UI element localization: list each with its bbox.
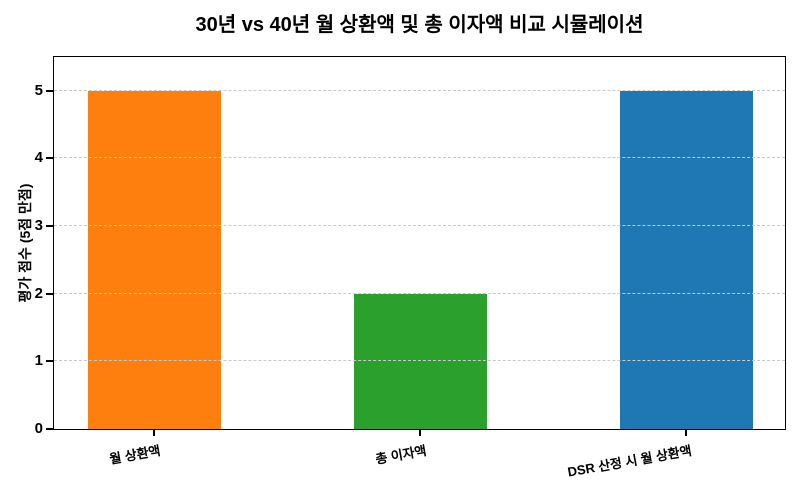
x-tick-label-0: 월 상환액	[107, 442, 162, 467]
gridline-y-5	[54, 90, 785, 91]
y-tick-label-4: 4	[34, 149, 43, 166]
x-tick-mark-1	[419, 430, 421, 436]
y-tick-mark-4	[46, 157, 53, 159]
x-tick-mark-0	[153, 430, 155, 436]
x-tick-mark-2	[685, 430, 687, 436]
y-tick-mark-2	[46, 293, 53, 295]
gridline-y-3	[54, 225, 785, 226]
y-tick-mark-0	[46, 428, 53, 430]
gridline-y-4	[54, 157, 785, 158]
y-tick-mark-1	[46, 360, 53, 362]
bar-1	[353, 294, 487, 429]
y-tick-mark-5	[46, 90, 53, 92]
gridline-y-2	[54, 293, 785, 294]
gridline-y-1	[54, 360, 785, 361]
y-tick-label-3: 3	[34, 217, 43, 234]
y-tick-label-1: 1	[34, 352, 43, 369]
y-tick-label-2: 2	[34, 285, 43, 302]
y-tick-mark-3	[46, 225, 53, 227]
bar-0	[87, 91, 221, 429]
y-tick-label-0: 0	[34, 420, 43, 437]
x-tick-label-1: 총 이자액	[373, 442, 428, 467]
chart-title: 30년 vs 40년 월 상환액 및 총 이자액 비교 시뮬레이션	[195, 14, 644, 36]
x-tick-label-2: DSR 산정 시 월 상환액	[566, 442, 694, 480]
bar-2	[619, 91, 753, 429]
plot-area	[53, 56, 786, 430]
y-tick-label-5: 5	[34, 82, 43, 99]
